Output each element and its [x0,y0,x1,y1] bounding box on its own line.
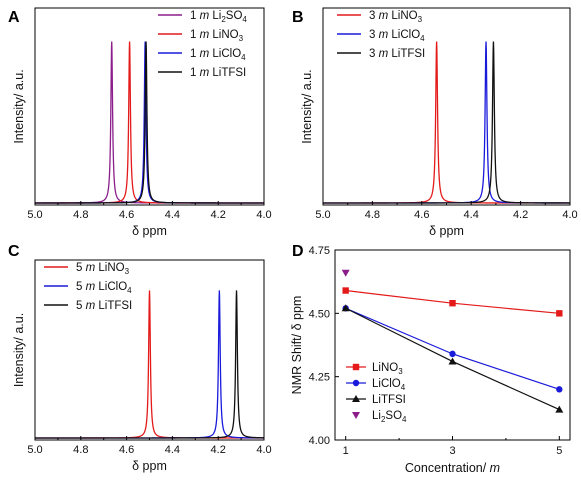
legend-label: 1 m Li2SO4 [190,10,247,24]
x-tick-label: 4.8 [73,444,88,456]
spectrum-Li2SO4 [35,41,264,204]
spectrum-LiNO3 [35,41,264,204]
spectrum-LiNO3 [323,41,570,204]
legend-label: 3 m LiNO3 [369,10,423,24]
panel-letter: A [8,9,20,26]
x-tick-label: 5.0 [27,209,42,221]
legend-label: 3 m LiTFSI [369,48,425,60]
data-point [352,379,360,387]
x-tick-label: 4.8 [73,209,88,221]
legend-label: LiTFSI [372,394,406,406]
data-point [352,395,360,402]
legend-label: 3 m LiClO4 [369,29,425,43]
legend-label: 1 m LiClO4 [190,48,246,62]
x-tick-label: 4.8 [365,209,380,221]
x-tick-label: 4.0 [562,209,577,221]
data-point [352,412,360,419]
data-point [448,357,457,365]
x-axis-label: δ ppm [132,459,167,473]
y-tick-label: 4.25 [309,372,330,384]
data-point [556,310,563,317]
x-axis-label: Concentration/ m [405,461,500,475]
data-point [449,350,456,358]
plot-frame [34,259,265,441]
x-tick-label: 4.0 [256,444,271,456]
legend-label: 5 m LiClO4 [76,281,132,295]
x-tick-label: 3 [449,445,455,457]
x-tick-label: 1 [343,445,349,457]
x-axis-label: δ ppm [132,224,167,238]
legend-label: 5 m LiTFSI [76,300,132,312]
data-point [555,405,564,413]
y-tick-label: 4.00 [309,435,330,447]
x-tick-label: 4.4 [165,444,180,456]
x-tick-label: 4.6 [119,209,134,221]
panel-b: B 5.0 4.8 4.6 4.4 4.2 4.0 δ ppm Intensity/ a.u. 3… [292,7,578,238]
data-point [342,287,349,294]
data-point [352,363,360,371]
spectrum-LiClO4 [35,41,264,204]
plot-frame [322,7,571,206]
spectrum-LiClO4 [323,41,570,204]
plot-frame [334,249,571,441]
y-tick-label: 4.50 [309,308,330,320]
legend-label: 1 m LiTFSI [190,67,246,79]
panel-d: D 1 3 5 4.00 4.25 4.50 4.75 Concentration/ m NMR … [290,243,571,475]
y-axis-label: Intensity/ a.u. [300,69,314,143]
x-tick-label: 5.0 [315,209,330,221]
x-axis-label: δ ppm [429,224,464,238]
legend-label: 5 m LiNO3 [76,262,130,276]
x-tick-label: 4.0 [256,209,271,221]
panel-c: C 5.0 4.8 4.6 4.4 4.2 4.0 δ ppm Intensity/ a.u. 5… [8,243,272,473]
legend-label: Li2SO4 [372,410,407,424]
legend-label: LiClO4 [372,378,406,392]
x-tick-label: 4.2 [513,209,528,221]
spectrum-LiTFSI [35,41,264,204]
legend-label: LiNO3 [372,362,403,376]
panel-letter: D [292,243,304,260]
panel-a: A 5.0 4.8 4.6 4.4 4.2 4.0 δ ppm Intensity/ a.u. 1… [8,7,272,238]
y-axis-label: NMR Shift/ δ ppm [290,296,304,395]
x-tick-label: 4.4 [165,209,180,221]
spectrum-LiTFSI [323,41,570,204]
data-point [556,386,563,393]
spectrum-LiNO3 [35,290,264,439]
x-tick-label: 4.2 [211,444,226,456]
x-tick-label: 5.0 [27,444,42,456]
y-axis-label: Intensity/ a.u. [12,313,26,387]
x-tick-label: 5 [556,445,562,457]
x-tick-label: 4.6 [119,444,134,456]
panel-letter: B [292,9,304,26]
y-axis-label: Intensity/ a.u. [12,69,26,143]
y-tick-label: 4.75 [309,245,330,257]
x-tick-label: 4.6 [414,209,429,221]
data-point [449,300,456,307]
x-tick-label: 4.2 [211,209,226,221]
legend-label: 1 m LiNO3 [190,29,244,43]
panel-letter: C [8,243,20,260]
data-point [341,269,350,277]
x-tick-label: 4.4 [464,209,479,221]
data-point [341,304,350,312]
spectrum-LiTFSI [35,290,264,439]
